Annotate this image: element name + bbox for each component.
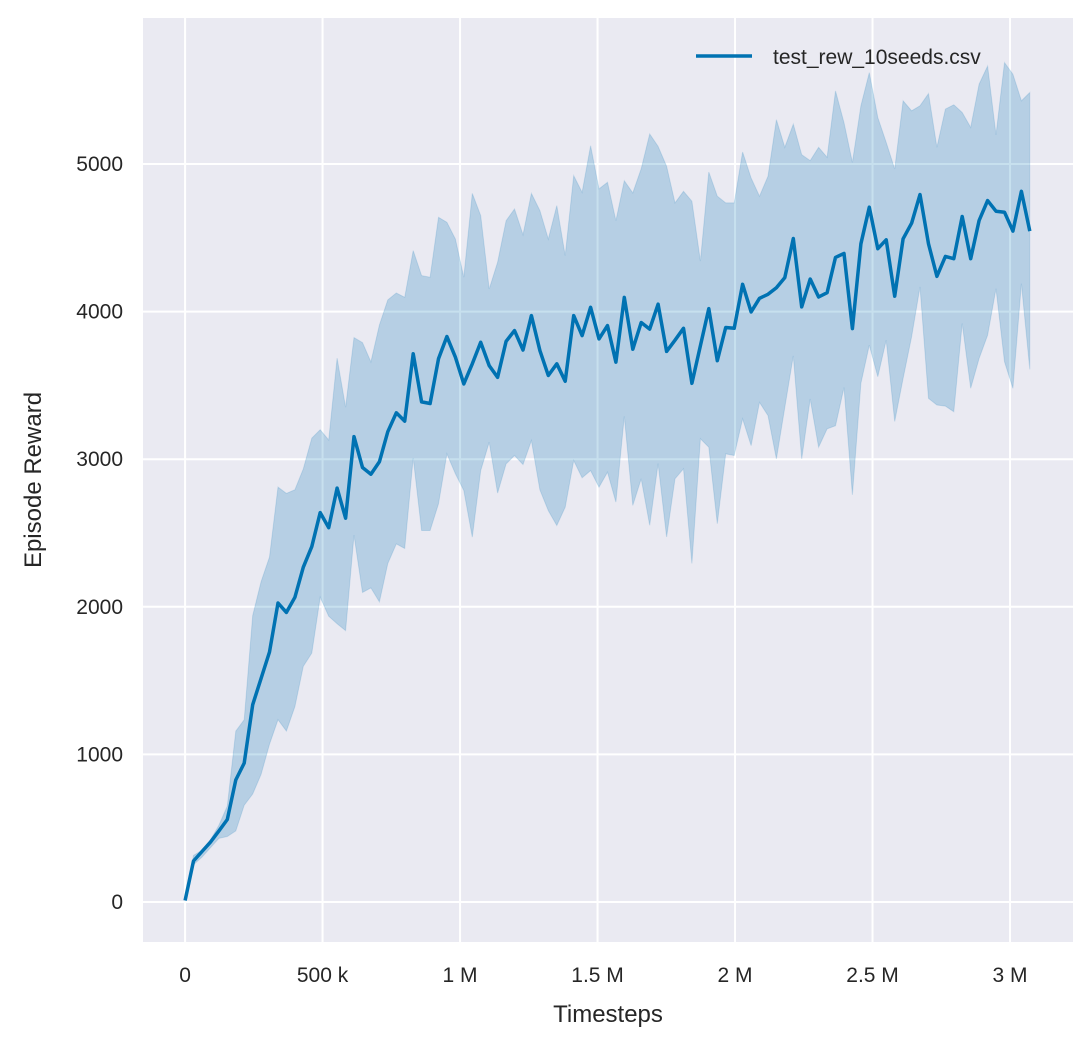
legend: test_rew_10seeds.csv xyxy=(696,46,981,69)
y-axis-label: Episode Reward xyxy=(20,392,47,568)
x-tick-label: 500 k xyxy=(297,964,349,987)
x-tick-label: 3 M xyxy=(993,964,1028,987)
x-axis-label: Timesteps xyxy=(553,1001,663,1028)
y-tick-label: 3000 xyxy=(76,448,123,471)
series-marks xyxy=(183,61,1032,901)
tick-labels: 0 500 k 1 M 1.5 M 2 M 2.5 M 3 M 0 1000 2000 3000 40… xyxy=(76,153,1027,987)
x-tick-label: 0 xyxy=(179,964,191,987)
x-tick-label: 2.5 M xyxy=(846,964,899,987)
x-tick-label: 2 M xyxy=(718,964,753,987)
y-tick-label: 5000 xyxy=(76,153,123,176)
legend-label: test_rew_10seeds.csv xyxy=(773,46,981,69)
y-tick-label: 0 xyxy=(111,891,123,914)
x-tick-label: 1.5 M xyxy=(571,964,624,987)
y-tick-label: 2000 xyxy=(76,596,123,619)
y-tick-label: 1000 xyxy=(76,743,123,766)
gridlines xyxy=(143,18,1073,942)
x-tick-label: 1 M xyxy=(443,964,478,987)
plot-area xyxy=(143,18,1073,942)
y-tick-label: 4000 xyxy=(76,301,123,324)
